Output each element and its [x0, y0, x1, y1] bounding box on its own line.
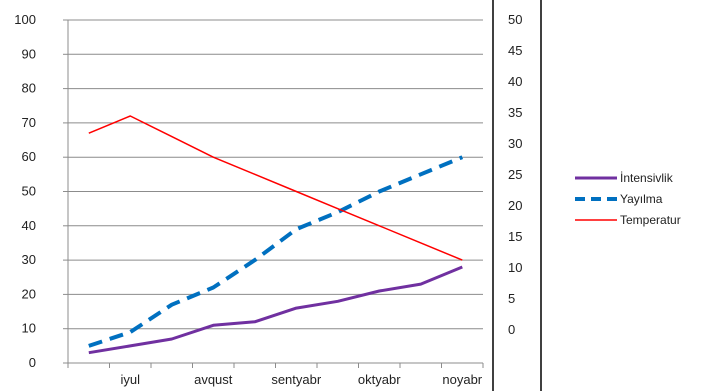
- y-tick-label: 10: [22, 321, 36, 336]
- y2-tick-label: 10: [508, 260, 522, 275]
- series-line-1: [88, 265, 463, 355]
- y-tick-label: 40: [22, 218, 36, 233]
- y2-tick-label: 15: [508, 229, 522, 244]
- x-tick-label: noyabr: [442, 372, 482, 387]
- y2-tick-label: 40: [508, 74, 522, 89]
- legend: İntensivlik Yayılma Temperatur: [575, 171, 681, 227]
- x-tick-label: oktyabr: [358, 372, 401, 387]
- series-lines: [88, 115, 464, 355]
- series-line-3: [88, 115, 463, 261]
- y2-tick-label: 50: [508, 12, 522, 27]
- y2-tick-label: 25: [508, 167, 522, 182]
- y-tick-label: 30: [22, 252, 36, 267]
- y-tick-label: 80: [22, 81, 36, 96]
- y-tick-label: 60: [22, 149, 36, 164]
- y-tick-label: 90: [22, 46, 36, 61]
- gridlines: [68, 19, 483, 330]
- y2-tick-label: 5: [508, 291, 515, 306]
- y-tick-label: 70: [22, 115, 36, 130]
- tick-labels: 0 10 20 30 40 50 60 70 80 90 100 0 5 10 15 20 25 30 35 40 45…: [14, 12, 522, 387]
- y2-tick-label: 35: [508, 105, 522, 120]
- axes: [63, 0, 542, 391]
- x-tick-label: iyul: [120, 372, 140, 387]
- y-tick-label: 0: [29, 355, 36, 370]
- y-tick-label: 100: [14, 12, 36, 27]
- legend-label: İntensivlik: [620, 171, 674, 185]
- x-tick-label: avqust: [194, 372, 233, 387]
- legend-label: Yayılma: [620, 192, 663, 206]
- y2-tick-label: 0: [508, 322, 515, 337]
- y2-tick-label: 45: [508, 43, 522, 58]
- y-tick-label: 50: [22, 184, 36, 199]
- legend-label: Temperatur: [620, 213, 681, 227]
- y-tick-label: 20: [22, 286, 36, 301]
- x-tick-label: sentyabr: [271, 372, 322, 387]
- y2-tick-label: 20: [508, 198, 522, 213]
- y2-tick-label: 30: [508, 136, 522, 151]
- series-line-2: [88, 155, 464, 348]
